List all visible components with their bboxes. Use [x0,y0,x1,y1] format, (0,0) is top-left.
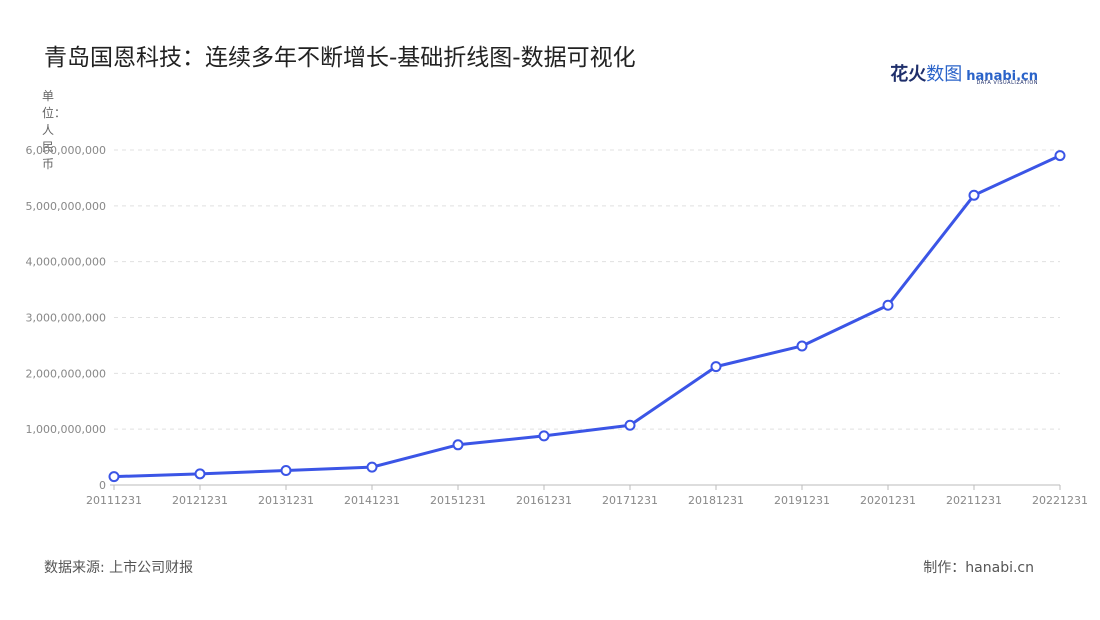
brand-logo-en: hanabi.cn [966,69,1038,84]
x-tick-label: 20201231 [860,494,916,507]
data-point [366,461,378,473]
series-revenue [108,150,1066,483]
x-tick-label: 20171231 [602,494,658,507]
brand-logo-cn-b: 数图 [926,64,963,85]
data-point [108,471,120,483]
x-tick-label: 20161231 [516,494,572,507]
data-point [710,361,722,373]
data-point [280,464,292,476]
grid-lines [114,149,1060,430]
brand-logo-subtitle: DATA VISUALIZATION [976,80,1038,86]
y-tick-label: 3,000,000,000 [26,312,106,325]
chart-title: 青岛国恩科技：连续多年不断增长-基础折线图-数据可视化 [44,45,636,71]
y-tick-label: 4,000,000,000 [26,256,106,269]
y-axis-ticks: 0 1,000,000,000 2,000,000,000 3,000,000,000… [26,144,106,492]
x-tick-label: 20181231 [688,494,744,507]
y-tick-label: 1,000,000,000 [26,423,106,436]
data-point [194,468,206,480]
data-point [538,430,550,442]
credit: 制作：hanabi.cn [923,560,1034,576]
brand-logo-cn-a: 花火 [890,64,927,85]
x-tick-label: 20151231 [430,494,486,507]
brand-logo: 花火数图 hanabi.cn [890,60,1038,86]
x-tick-label: 20141231 [344,494,400,507]
x-tick-label: 20131231 [258,494,314,507]
data-point [968,189,980,201]
y-tick-label: 5,000,000,000 [26,200,106,213]
x-tick-label: 20111231 [86,494,142,507]
x-tick-label: 20221231 [1032,494,1088,507]
x-axis: 20111231 20121231 20131231 20141231 20151231… [86,484,1088,507]
data-point [1054,150,1066,162]
data-point [882,299,894,311]
y-tick-label: 6,000,000,000 [26,144,106,157]
x-tick-label: 20211231 [946,494,1002,507]
data-source: 数据来源: 上市公司财报 [44,560,194,576]
x-tick-label: 20121231 [172,494,228,507]
y-axis-unit-label: 单位：人民币 [42,89,67,171]
data-point [624,419,636,431]
data-point [796,340,808,352]
y-tick-label: 2,000,000,000 [26,367,106,380]
series-line [113,154,1061,479]
x-tick-label: 20191231 [774,494,830,507]
y-tick-label: 0 [99,479,106,492]
data-point [452,439,464,451]
brand-logo-cn: 花火数图 [890,60,962,86]
